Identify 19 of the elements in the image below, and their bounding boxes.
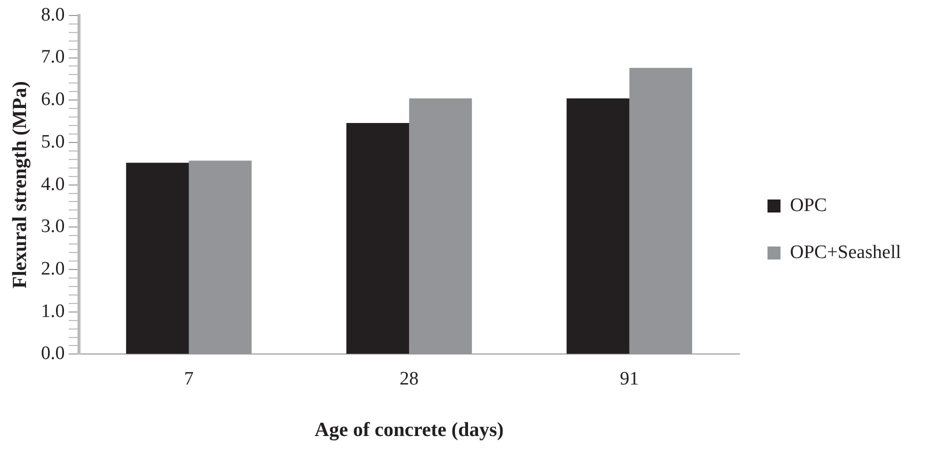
y-tick-label: 7.0	[41, 46, 65, 68]
y-tick-label: 2.0	[41, 258, 65, 280]
y-tick-label: 8.0	[41, 4, 65, 26]
x-tick-label: 7	[184, 368, 194, 390]
x-tick-label: 91	[620, 368, 639, 390]
bar	[566, 98, 630, 354]
y-tick-label: 4.0	[41, 174, 65, 195]
x-axis-title: Age of concrete (days)	[314, 419, 504, 442]
y-tick-label: 6.0	[41, 89, 65, 110]
y-axis-title: Flexural strength (MPa)	[9, 81, 32, 288]
bar	[126, 162, 189, 354]
x-tick-label: 28	[400, 368, 419, 390]
y-tick-label: 0.0	[41, 343, 65, 364]
bar	[346, 122, 410, 354]
y-tick-label: 5.0	[41, 131, 65, 152]
y-tick-label: 1.0	[41, 300, 65, 322]
y-tick-label: 3.0	[41, 216, 65, 238]
legend-label: OPC	[790, 194, 827, 216]
legend-label: OPC+Seashell	[790, 242, 902, 263]
